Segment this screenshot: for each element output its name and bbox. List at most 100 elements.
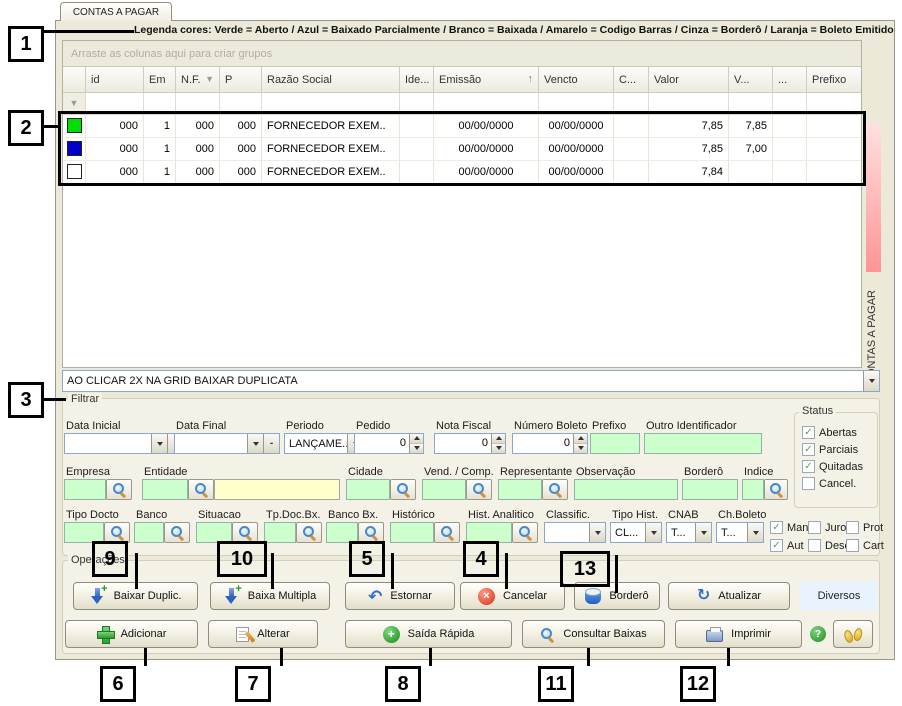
diversos-label[interactable]: Diversos (800, 582, 878, 610)
entidade-input[interactable] (142, 479, 188, 500)
banco-search-button[interactable] (164, 522, 190, 543)
periodo-select[interactable]: LANÇAME... (284, 433, 364, 454)
col-header-indicator[interactable] (63, 67, 86, 93)
historico-search-button[interactable] (434, 522, 460, 543)
col-header-valor[interactable]: Valor (649, 67, 729, 93)
tipo-docto-search-button[interactable] (104, 522, 130, 543)
chevron-down-icon[interactable] (589, 523, 605, 542)
chevron-down-icon[interactable] (695, 523, 711, 542)
entidade-description-field[interactable] (214, 479, 340, 500)
filter-cell-valor[interactable] (649, 93, 729, 115)
filter-row-cell[interactable]: ▼ (63, 93, 86, 115)
historico-input[interactable] (390, 522, 434, 543)
checkbox-desc[interactable]: Desc (808, 539, 850, 552)
cidade-search-button[interactable] (390, 479, 416, 500)
hist-analitico-search-button[interactable] (512, 522, 538, 543)
indice-search-button[interactable] (764, 479, 788, 500)
numero-boleto-spinner[interactable]: 0 (512, 433, 588, 454)
col-header-em[interactable]: Em (144, 67, 176, 93)
cnab-select[interactable]: T... (666, 522, 712, 543)
col-header-dots[interactable]: ... (773, 67, 807, 93)
checkbox-parciais[interactable]: ✓ Parciais (802, 443, 858, 456)
tp-doc-bx-search-button[interactable] (296, 522, 322, 543)
filter-cell-p[interactable] (220, 93, 262, 115)
filter-cell-prefixo[interactable] (807, 93, 861, 115)
spin-down-icon[interactable] (492, 443, 505, 453)
empresa-input[interactable] (64, 479, 106, 500)
filter-cell-ide[interactable] (400, 93, 434, 115)
cancelar-button[interactable]: × Cancelar (460, 582, 565, 610)
chevron-down-icon[interactable] (151, 434, 167, 453)
estornar-button[interactable]: ↶ Estornar (345, 582, 455, 610)
outro-identificador-input[interactable] (644, 433, 762, 454)
spin-down-icon[interactable] (410, 443, 423, 453)
hist-analitico-input[interactable] (466, 522, 512, 543)
footprints-button[interactable] (833, 620, 873, 648)
vend-comp-search-button[interactable] (466, 479, 492, 500)
pedido-spinner[interactable]: 0 (354, 433, 424, 454)
tab-contas-a-pagar[interactable]: CONTAS A PAGAR (60, 2, 172, 21)
filter-cell-dots[interactable] (773, 93, 807, 115)
spin-up-icon[interactable] (574, 434, 587, 444)
observacao-input[interactable] (574, 479, 678, 500)
consultar-baixas-button[interactable]: Consultar Baixas (522, 620, 665, 648)
saida-rapida-button[interactable]: + Saída Rápida (345, 620, 512, 648)
spin-up-icon[interactable] (410, 434, 423, 444)
col-header-nf[interactable]: N.F. ▼ (176, 67, 220, 93)
representante-input[interactable] (498, 479, 542, 500)
situacao-input[interactable] (196, 522, 232, 543)
atualizar-button[interactable]: ↻ Atualizar (668, 582, 790, 610)
entidade-search-button[interactable] (188, 479, 214, 500)
col-header-p[interactable]: P (220, 67, 262, 93)
filter-cell-razao[interactable] (262, 93, 400, 115)
col-header-id[interactable]: id (86, 67, 144, 93)
adicionar-button[interactable]: Adicionar (65, 620, 198, 648)
checkbox-prot[interactable]: Prot (846, 521, 883, 534)
table-row[interactable]: 000 1 000 000 FORNECEDOR EXEM.. 00/00/00… (63, 161, 861, 184)
filter-cell-id[interactable] (86, 93, 144, 115)
col-header-c[interactable]: C... (614, 67, 649, 93)
tipo-docto-input[interactable] (64, 522, 104, 543)
filter-cell-c[interactable] (614, 93, 649, 115)
help-button[interactable]: ? (810, 626, 826, 642)
representante-search-button[interactable] (542, 479, 568, 500)
vend-comp-input[interactable] (422, 479, 466, 500)
col-header-razao-social[interactable]: Razão Social (262, 67, 400, 93)
filter-cell-v[interactable] (729, 93, 773, 115)
prefixo-input[interactable] (590, 433, 640, 454)
filter-cell-vencto[interactable] (539, 93, 614, 115)
checkbox-juros[interactable]: Juros (808, 521, 852, 534)
empresa-search-button[interactable] (106, 479, 132, 500)
table-row[interactable]: 000 1 000 000 FORNECEDOR EXEM.. 00/00/00… (63, 138, 861, 161)
chevron-down-icon[interactable] (863, 371, 879, 391)
checkbox-cancel[interactable]: Cancel. (802, 477, 856, 490)
banco-bx-search-button[interactable] (358, 522, 384, 543)
data-final-input[interactable]: - (174, 433, 280, 454)
col-header-emissao[interactable]: Emissão ↑ (434, 67, 539, 93)
checkbox-abertas[interactable]: ✓ Abertas (802, 426, 857, 439)
data-inicial-input[interactable]: - (64, 433, 184, 454)
col-header-v[interactable]: V... (729, 67, 773, 93)
alterar-button[interactable]: Alterar (208, 620, 318, 648)
chevron-down-icon[interactable] (645, 523, 661, 542)
grid-filter-row[interactable]: ▼ (63, 93, 861, 115)
banco-input[interactable] (134, 522, 164, 543)
table-row[interactable]: 000 1 000 000 FORNECEDOR EXEM.. 00/00/00… (63, 115, 861, 138)
situacao-search-button[interactable] (232, 522, 258, 543)
indice-input[interactable] (742, 479, 764, 500)
ch-boleto-select[interactable]: T... (716, 522, 764, 543)
dblclick-action-select[interactable]: AO CLICAR 2X NA GRID BAIXAR DUPLICATA (62, 370, 880, 392)
baixa-multipla-button[interactable]: + Baixa Multipla (210, 582, 330, 610)
col-header-vencto[interactable]: Vencto (539, 67, 614, 93)
spin-down-icon[interactable] (574, 443, 587, 453)
checkbox-cart[interactable]: Cart (846, 539, 884, 552)
cidade-input[interactable] (346, 479, 390, 500)
accounts-grid[interactable]: Arraste as colunas aqui para criar grupo… (62, 40, 862, 368)
checkbox-man[interactable]: ✓ Man (770, 521, 808, 534)
bordero-input[interactable] (682, 479, 738, 500)
checkbox-quitadas[interactable]: ✓ Quitadas (802, 460, 863, 473)
tipo-hist-select[interactable]: CL... (610, 522, 662, 543)
filter-cell-nf[interactable] (176, 93, 220, 115)
chevron-down-icon[interactable] (247, 434, 263, 453)
filter-cell-em[interactable] (144, 93, 176, 115)
